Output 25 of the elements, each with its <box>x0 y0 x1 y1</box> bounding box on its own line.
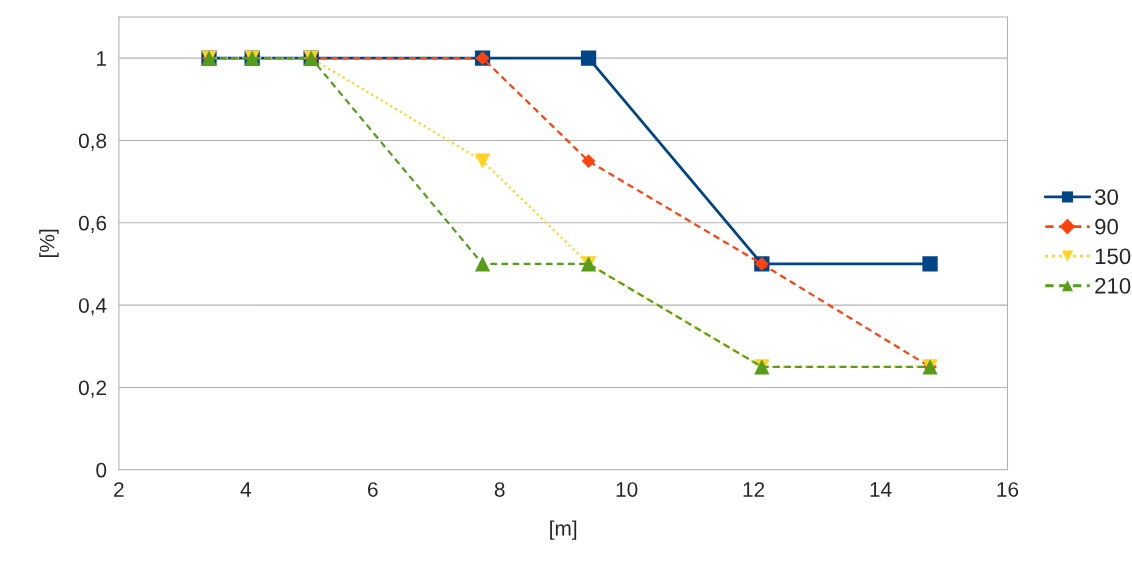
legend-label: 30 <box>1094 189 1118 205</box>
legend-label: 210 <box>1095 278 1131 294</box>
x-tick-label: 6 <box>368 482 378 497</box>
point <box>474 256 491 272</box>
x-tick-label: 10 <box>616 482 638 497</box>
point <box>474 153 491 169</box>
y-tick-label: 1 <box>97 51 107 66</box>
x-tick-label: 12 <box>743 482 765 497</box>
y-axis-title: [%] <box>39 229 59 257</box>
x-tick-label: 2 <box>114 482 124 497</box>
point <box>922 256 938 272</box>
y-tick-label: 0,8 <box>78 133 107 151</box>
y-tick-label: 0,4 <box>78 298 107 316</box>
x-tick-label: 8 <box>494 482 505 497</box>
x-tick-label: 4 <box>240 482 251 497</box>
legend-label: 90 <box>1095 218 1118 235</box>
x-tick-label: 16 <box>997 482 1019 497</box>
x-axis-title: [m] <box>550 520 577 540</box>
y-tick-label: 0 <box>96 462 107 478</box>
y-tick-label: 0,6 <box>78 215 107 234</box>
y-tick-label: 0,2 <box>78 380 107 398</box>
point <box>580 50 597 66</box>
point <box>581 154 596 168</box>
x-tick-label: 14 <box>870 482 892 497</box>
legend-label: 150 <box>1095 248 1131 265</box>
